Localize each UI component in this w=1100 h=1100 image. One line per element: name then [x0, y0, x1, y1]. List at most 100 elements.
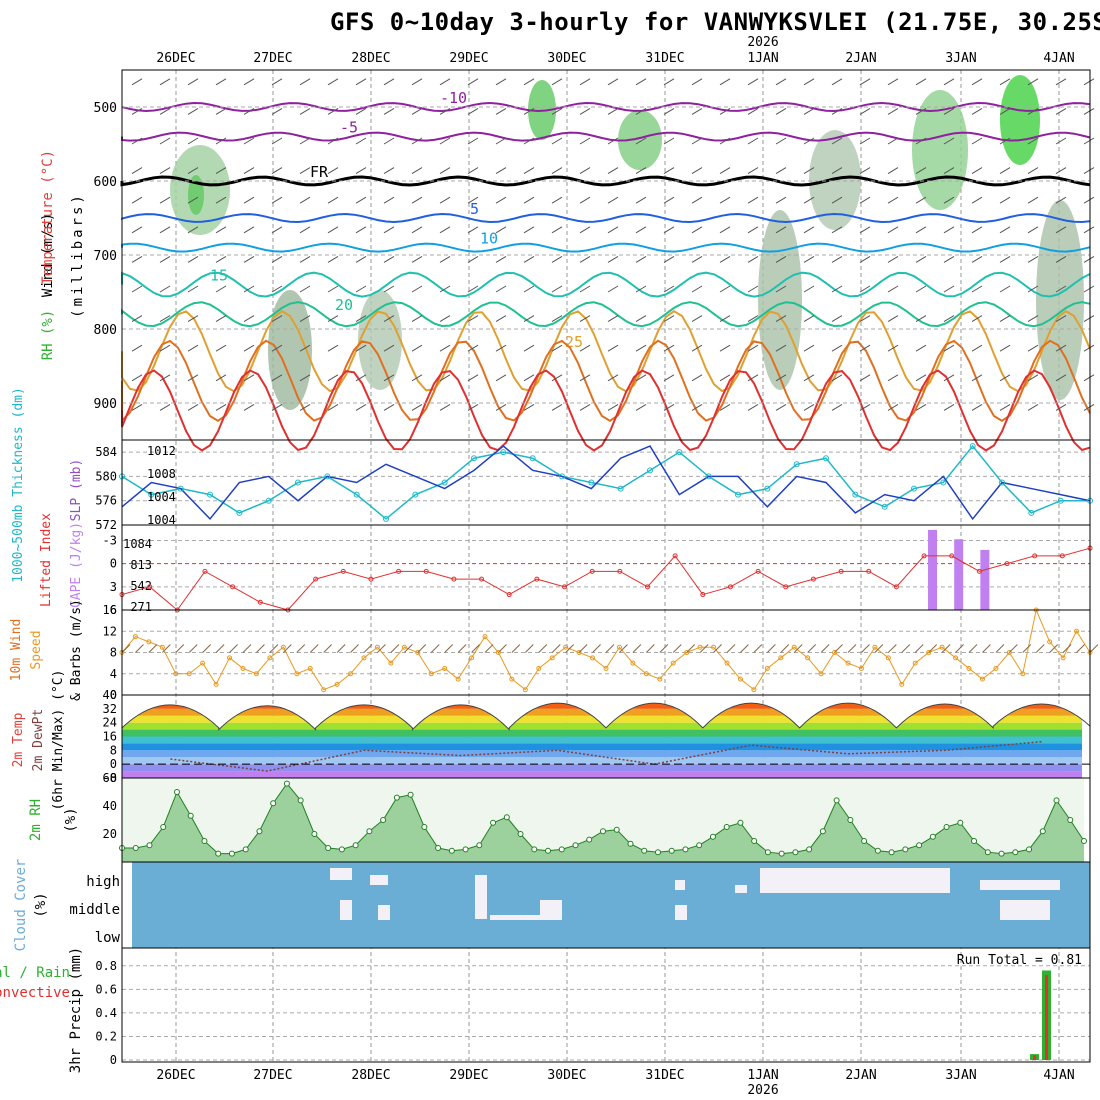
- wind-barb: [1083, 226, 1095, 234]
- wind-barb: [971, 226, 983, 234]
- wind-barb: [551, 226, 563, 234]
- thickness-point: [588, 479, 595, 486]
- isotherm-line: [121, 339, 1091, 423]
- wind-barb: [1055, 78, 1067, 86]
- wind-barb: [635, 226, 647, 234]
- wind10-point: [818, 671, 824, 677]
- li-point: [1032, 553, 1038, 559]
- wind10-point: [173, 671, 179, 677]
- wind10-barb: [968, 644, 978, 653]
- wind-barb: [999, 167, 1011, 175]
- wind-barb: [299, 196, 311, 204]
- wind-barb: [187, 196, 199, 204]
- wind-barb: [327, 107, 339, 115]
- panel-frame: [121, 524, 1091, 611]
- wind-barb: [187, 107, 199, 115]
- wind-barb: [467, 196, 479, 204]
- rh-point: [490, 819, 497, 826]
- wind10-barb: [256, 644, 265, 653]
- wind-barb: [411, 374, 423, 382]
- wind10-barb: [457, 644, 467, 653]
- wind10-barb: [148, 644, 158, 653]
- isotherm-line: [121, 301, 1091, 328]
- wind-barb: [131, 403, 143, 411]
- wind-barb: [859, 285, 871, 293]
- wind-barb: [747, 315, 759, 323]
- wind-barb: [943, 403, 955, 411]
- wind-barb: [439, 374, 451, 382]
- wind10-point: [966, 665, 972, 671]
- temp-curve: [121, 702, 1091, 779]
- wind-barb: [243, 107, 255, 115]
- wind10-point: [805, 655, 811, 661]
- temp-band: [122, 695, 1082, 702]
- wind10-point: [361, 655, 367, 661]
- wind10-point: [590, 655, 596, 661]
- wind-barb: [551, 107, 563, 115]
- wind-barb: [635, 78, 647, 86]
- wind10-point: [899, 681, 905, 687]
- wind-barb: [887, 285, 899, 293]
- wind-barb: [439, 315, 451, 323]
- wind-barb: [719, 344, 731, 352]
- wind-barb: [495, 374, 507, 382]
- wind10-point: [455, 676, 461, 682]
- thickness-point: [735, 491, 741, 498]
- li-tick-label: 6: [110, 603, 117, 617]
- wind-barb: [299, 403, 311, 411]
- wind-barb: [831, 78, 843, 86]
- li-tick-label: 3: [110, 580, 117, 594]
- wind10-point: [388, 660, 394, 666]
- rh-point: [833, 797, 840, 804]
- wind-barb: [579, 196, 591, 204]
- wind-barb: [719, 137, 731, 145]
- wind10-barb: [914, 644, 924, 653]
- wind-barb: [271, 196, 283, 204]
- wind-barb: [971, 196, 983, 204]
- wind-barb: [859, 196, 871, 204]
- wind-barb: [159, 226, 171, 234]
- wind-barb: [551, 315, 563, 323]
- rh-point: [778, 850, 785, 857]
- wind-barb: [775, 374, 787, 382]
- wind-barb: [607, 226, 619, 234]
- top-day-label: 31DEC: [645, 51, 684, 66]
- wind-barb: [411, 403, 423, 411]
- wind-barb: [859, 78, 871, 86]
- thickness-point: [412, 491, 419, 498]
- wind10-barb: [592, 644, 601, 653]
- rh-point: [256, 828, 263, 835]
- wind-barb: [887, 226, 899, 234]
- wind-barb: [383, 137, 395, 145]
- wind-barb: [411, 315, 423, 323]
- wind-barb: [495, 285, 507, 293]
- wind-barb: [1083, 137, 1095, 145]
- wind10-barb: [793, 644, 803, 653]
- wind-barb: [243, 167, 255, 175]
- cloud-cell: [378, 905, 390, 920]
- wind-barb: [131, 78, 143, 86]
- wind-barb: [747, 255, 759, 263]
- wind-barb: [411, 196, 423, 204]
- thickness-point: [500, 449, 507, 456]
- cloud-cell: [760, 868, 950, 893]
- wind-barb: [887, 403, 899, 411]
- slp-tick-label: 1004: [147, 490, 176, 504]
- wind-barb: [159, 137, 171, 145]
- cloud-cell: [475, 875, 487, 919]
- wind-barb: [915, 167, 927, 175]
- temp-band: [122, 736, 1082, 744]
- wind-barb: [999, 374, 1011, 382]
- rh-point: [435, 845, 442, 851]
- wind10-point: [643, 671, 649, 677]
- wind-barb: [411, 255, 423, 263]
- wind-barb: [831, 374, 843, 382]
- wind-barb: [943, 285, 955, 293]
- wind-barb: [663, 285, 675, 293]
- wind-barb: [831, 167, 843, 175]
- chart-title: GFS 0~10day 3-hourly for VANWYKSVLEI (21…: [330, 8, 1100, 36]
- wind-barb: [915, 137, 927, 145]
- wind-barb: [887, 315, 899, 323]
- wind-barb: [215, 78, 227, 86]
